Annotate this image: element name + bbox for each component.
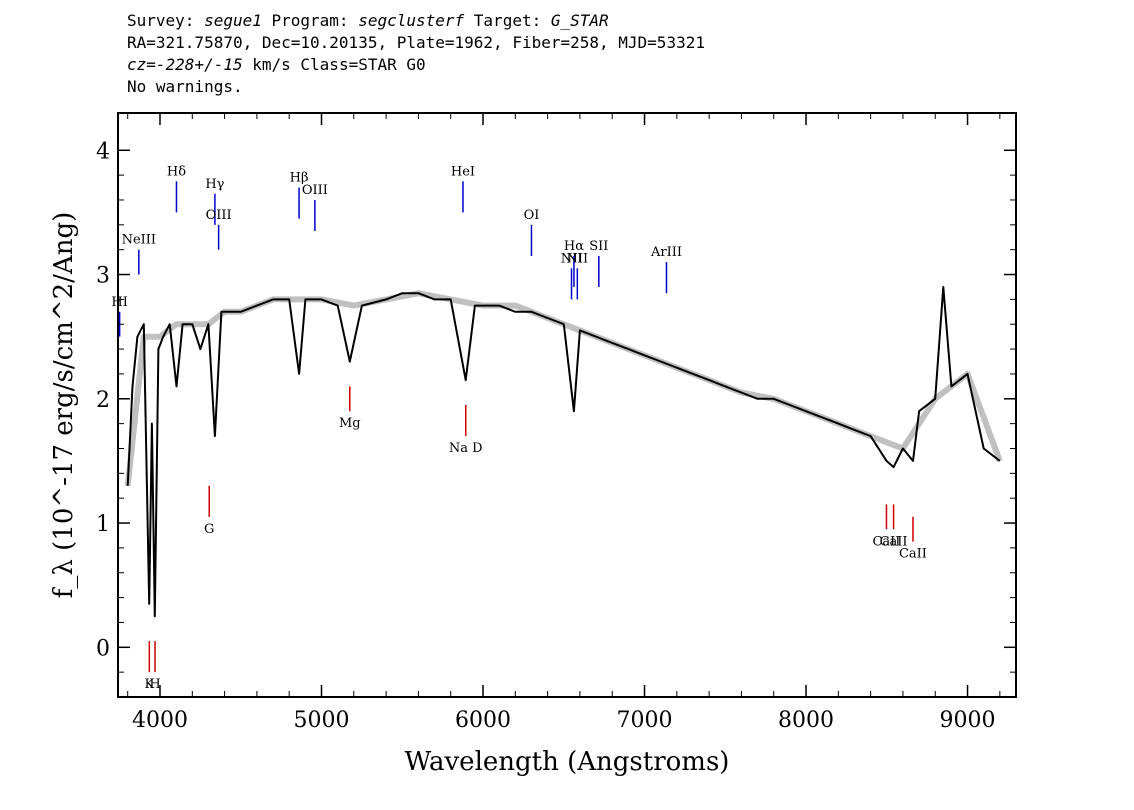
y-tick-label: 2 [96, 388, 110, 413]
absorption-line-label: CaII [899, 547, 927, 562]
header-line-redshift: cz=-228+/-15 km/s Class=STAR G0 [127, 54, 705, 76]
x-tick-label: 9000 [940, 708, 996, 733]
program-value: segclusterf [358, 11, 465, 30]
axes-layer: 4000 5000 6000 7000 8000 9000 0 1 2 3 4 [96, 113, 1016, 733]
y-tick-label: 4 [96, 139, 110, 164]
x-axis-title: Wavelength (Angstroms) [405, 747, 730, 777]
spectrum-header: Survey: segue1 Program: segclusterf Targ… [127, 10, 705, 98]
header-line-survey: Survey: segue1 Program: segclusterf Targ… [127, 10, 705, 32]
y-axis-title: f_λ (10^-17 erg/s/cm^2/Ang) [49, 212, 79, 598]
absorption-line-label: CaII [872, 534, 900, 549]
y-tick-label: 1 [96, 512, 110, 537]
x-tick-label: 5000 [294, 708, 350, 733]
x-tick-label: 7000 [617, 708, 673, 733]
survey-value: segue1 [204, 11, 262, 30]
absorption-line-label: CaII [880, 534, 908, 549]
emission-line-label: Hδ [167, 164, 186, 179]
cz-label: cz= [127, 55, 156, 74]
target-value: G_STAR [550, 11, 609, 30]
header-line-coordinates: RA=321.75870, Dec=10.20135, Plate=1962, … [127, 33, 705, 52]
emission-line-label: OIII [302, 183, 328, 198]
y-axis-title-text: f_λ (10^-17 erg/s/cm^2/Ang) [49, 212, 79, 598]
emission-line-label: ArIII [650, 245, 682, 260]
absorption-line-label: Mg [339, 416, 361, 431]
emission-line-label: OIII [206, 208, 232, 223]
y-tick-label: 3 [96, 264, 110, 289]
x-tick-label: 4000 [132, 708, 188, 733]
absorption-line-label: H [149, 677, 160, 692]
smoothed-flux-line [126, 286, 1001, 618]
cz-value: -228+/-15 [155, 55, 243, 74]
survey-label: Survey: [127, 11, 205, 30]
emission-line-label: HeI [451, 164, 475, 179]
header-line-warnings: No warnings. [127, 77, 243, 96]
absorption-line-label: G [204, 522, 214, 537]
absorption-line-label: Na D [449, 441, 483, 456]
program-label: Program: [261, 11, 359, 30]
emission-line-label: SII [589, 239, 608, 254]
target-label: Target: [464, 11, 551, 30]
emission-line-label: NeIII [122, 233, 156, 248]
emission-line-label: Hβ [290, 171, 309, 186]
emission-line-label: NII [561, 251, 583, 266]
plot-frame [117, 112, 1017, 698]
emission-line-label: Hγ [205, 177, 224, 192]
series-layer [124, 286, 1003, 618]
emission-line-label: Hα [564, 239, 584, 254]
x-tick-label: 8000 [778, 708, 834, 733]
raw-flux-line [124, 290, 1003, 487]
x-tick-label: 6000 [455, 708, 511, 733]
emission-line-label: NII [567, 251, 589, 266]
y-tick-label: 0 [96, 636, 110, 661]
class-text: km/s Class=STAR G0 [242, 55, 426, 74]
emission-line-label: OI [524, 208, 540, 223]
emission-line-label: HI [111, 295, 127, 310]
absorption-line-label: K [144, 677, 154, 692]
